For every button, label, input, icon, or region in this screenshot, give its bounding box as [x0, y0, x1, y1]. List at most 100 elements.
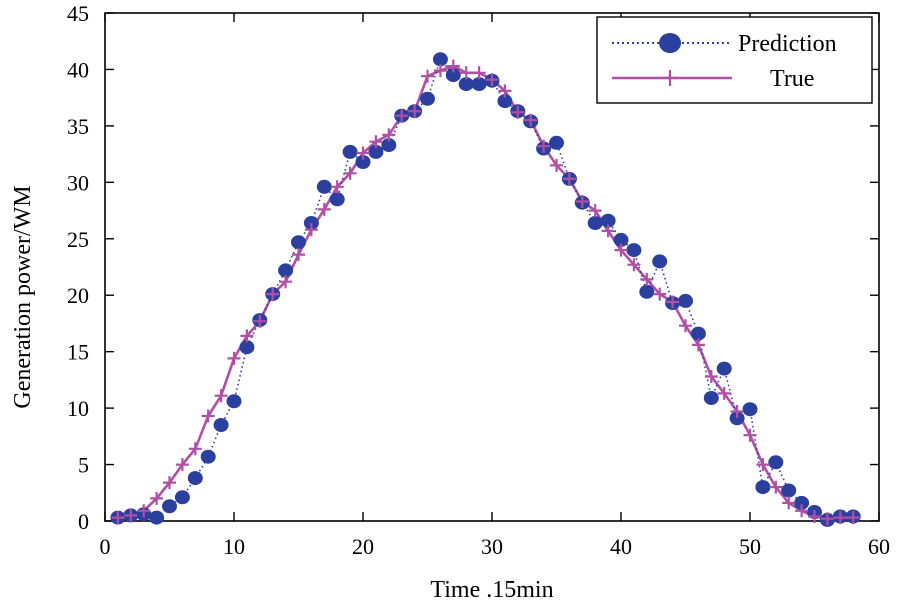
- prediction-point: [600, 213, 616, 228]
- y-tick-label: 45: [67, 1, 89, 26]
- prediction-point: [226, 394, 242, 409]
- true-point: [679, 319, 692, 333]
- true-point: [446, 59, 460, 73]
- true-point: [808, 510, 821, 523]
- legend: Prediction True: [596, 16, 873, 104]
- prediction-point: [794, 495, 810, 510]
- prediction-point: [781, 483, 797, 498]
- true-point: [266, 287, 280, 301]
- prediction-point: [174, 490, 190, 505]
- y-tick-label: 40: [67, 57, 89, 82]
- series-layer: [110, 52, 861, 527]
- true-point: [601, 224, 615, 238]
- true-point: [640, 272, 654, 286]
- y-tick-label: 30: [67, 170, 89, 195]
- prediction-point: [613, 232, 629, 247]
- true-point: [627, 258, 641, 272]
- true-point: [691, 338, 705, 352]
- prediction-point: [316, 179, 332, 194]
- x-tick-labels: 0 10 20 30 40 50 60: [100, 534, 891, 559]
- prediction-point: [587, 216, 603, 230]
- true-point: [485, 73, 499, 87]
- true-point: [421, 69, 434, 83]
- true-point: [575, 195, 589, 208]
- true-point: [846, 511, 860, 525]
- y-tick-label: 25: [67, 227, 89, 252]
- true-point: [743, 428, 757, 442]
- true-point: [343, 166, 357, 180]
- x-tick-label: 50: [739, 534, 761, 559]
- legend-true-label: True: [770, 66, 814, 92]
- x-tick-label: 0: [100, 534, 111, 559]
- true-point: [433, 64, 447, 78]
- true-point: [369, 135, 383, 149]
- y-tick-labels: 0 5 10 15 20 25 30 35 40 45: [67, 1, 89, 534]
- prediction-point: [549, 135, 564, 150]
- prediction-point: [678, 293, 693, 308]
- true-point: [795, 504, 809, 518]
- prediction-point: [342, 144, 358, 159]
- legend-prediction-label: Prediction: [738, 31, 837, 57]
- legend-box: [596, 16, 873, 104]
- true-point: [124, 508, 138, 522]
- true-point: [382, 128, 396, 142]
- true-point: [537, 139, 551, 153]
- true-point: [395, 109, 409, 123]
- true-point: [214, 389, 228, 403]
- true-point: [163, 476, 176, 490]
- true-point: [498, 84, 512, 98]
- true-point: [175, 458, 189, 472]
- true-point: [472, 66, 486, 80]
- prediction-point: [368, 144, 384, 159]
- prediction-point: [432, 52, 448, 67]
- true-point: [769, 480, 783, 494]
- true-point: [550, 158, 563, 172]
- prediction-point: [471, 77, 487, 92]
- true-point: [704, 370, 718, 383]
- prediction-point: [213, 418, 229, 432]
- true-point: [524, 113, 538, 127]
- true-point: [717, 386, 731, 400]
- x-axis-label: Time .15min: [430, 577, 553, 603]
- prediction-point: [652, 254, 668, 269]
- prediction-point: [278, 263, 294, 278]
- prediction-point: [742, 402, 758, 417]
- true-point: [614, 243, 628, 257]
- prediction-point: [200, 449, 216, 464]
- true-point: [653, 287, 667, 301]
- true-point: [150, 491, 164, 505]
- y-axis-label: Generation power/WM: [10, 185, 36, 408]
- true-point: [459, 66, 473, 80]
- true-point: [588, 204, 602, 218]
- prediction-point: [703, 391, 719, 405]
- true-point: [253, 314, 267, 328]
- x-tick-label: 30: [481, 534, 503, 559]
- true-point: [188, 442, 202, 456]
- prediction-point: [729, 411, 745, 426]
- prediction-point: [458, 77, 474, 92]
- y-tick-label: 35: [67, 114, 89, 139]
- true-point: [820, 512, 834, 526]
- prediction-point: [329, 192, 345, 207]
- prediction-point: [162, 499, 177, 514]
- prediction-point: [445, 68, 461, 83]
- true-point: [330, 180, 344, 194]
- prediction-point: [768, 455, 784, 470]
- prediction-point: [420, 91, 435, 106]
- true-point: [511, 105, 525, 119]
- y-tick-label: 15: [67, 340, 89, 365]
- prediction-point: [187, 471, 203, 486]
- true-point: [304, 223, 318, 237]
- true-point: [240, 329, 254, 343]
- prediction-point: [639, 284, 655, 299]
- prediction-point: [626, 243, 642, 258]
- prediction-point: [355, 155, 371, 169]
- x-tick-label: 60: [868, 534, 890, 559]
- y-tick-label: 5: [78, 453, 89, 478]
- true-point: [833, 511, 847, 525]
- prediction-point: [381, 138, 397, 153]
- y-tick-label: 20: [67, 283, 89, 308]
- true-point: [227, 351, 241, 365]
- true-point: [562, 172, 576, 186]
- prediction-point: [149, 510, 165, 525]
